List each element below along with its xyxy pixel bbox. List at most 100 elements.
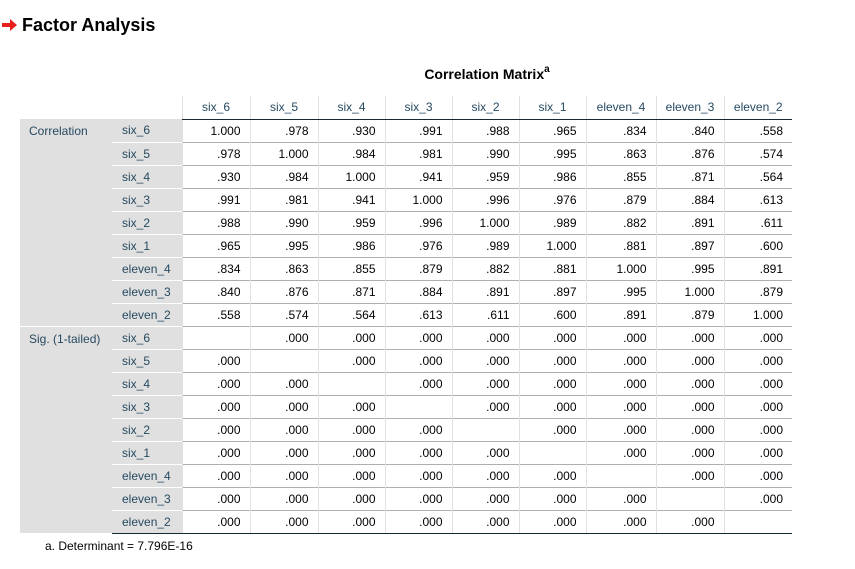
table-cell: .863 (249, 256, 318, 280)
table-cell: .558 (723, 119, 792, 142)
corner-cell (20, 96, 112, 119)
table-cell: .879 (655, 302, 724, 326)
table-cell: .000 (384, 486, 452, 510)
table-cell: 1.000 (723, 302, 792, 326)
table-cell: .000 (249, 394, 318, 418)
table-cell: .000 (317, 463, 385, 487)
row-label: six_2 (112, 417, 182, 441)
table-cell: .000 (451, 348, 519, 372)
table-cell: .981 (384, 141, 452, 165)
table-cell: .000 (723, 440, 792, 464)
row-label: eleven_3 (112, 486, 182, 510)
table-cell: .000 (723, 371, 792, 395)
table-cell: .000 (518, 463, 586, 487)
table-cell: .000 (723, 348, 792, 372)
table-cell: .000 (723, 394, 792, 418)
table-cell: .000 (249, 371, 318, 395)
table-cell: .000 (655, 371, 724, 395)
column-header: eleven_2 (723, 96, 792, 120)
group-label: Sig. (1-tailed) (20, 325, 112, 533)
table-cell: .000 (585, 394, 656, 418)
table-cell: .000 (384, 325, 452, 349)
table-cell: .000 (181, 440, 250, 464)
table-cell: .988 (181, 210, 250, 234)
table-cell: .000 (655, 394, 724, 418)
table-cell: .840 (181, 279, 250, 303)
table-row: eleven_4.000.000.000.000.000.000.000.000 (20, 463, 792, 487)
table-cell: .959 (317, 210, 385, 234)
row-label: six_5 (112, 141, 182, 165)
row-label: eleven_4 (112, 256, 182, 280)
table-cell: .000 (655, 509, 724, 534)
table-cell: .879 (723, 279, 792, 303)
table-row: six_2.000.000.000.000.000.000.000.000 (20, 417, 792, 441)
table-cell: .930 (317, 119, 385, 142)
table-cell: .000 (655, 463, 724, 487)
table-cell: .000 (518, 325, 586, 349)
row-label: six_1 (112, 233, 182, 257)
table-cell: .000 (585, 440, 656, 464)
table-cell (249, 348, 318, 372)
table-row: six_1.000.000.000.000.000.000.000.000 (20, 440, 792, 464)
table-cell (384, 394, 452, 418)
table-row: six_4.000.000.000.000.000.000.000.000 (20, 371, 792, 395)
table-cell: .834 (181, 256, 250, 280)
table-cell: .000 (249, 463, 318, 487)
row-label: six_6 (112, 325, 182, 349)
table-cell: .884 (384, 279, 452, 303)
table-row: Sig. (1-tailed) six_6.000.000.000.000.000… (20, 325, 792, 533)
row-label: six_6 (112, 119, 182, 142)
table-cell: .000 (181, 394, 250, 418)
table-cell: .000 (451, 486, 519, 510)
table-cell: .564 (723, 164, 792, 188)
table-cell: .000 (317, 394, 385, 418)
table-cell: .000 (384, 371, 452, 395)
table-cell: .984 (249, 164, 318, 188)
row-label: eleven_2 (112, 509, 182, 534)
table-cell: .000 (249, 486, 318, 510)
table-cell: .996 (384, 210, 452, 234)
caption-footnote-marker: a (544, 64, 550, 75)
row-label: six_4 (112, 164, 182, 188)
table-cell: .000 (317, 486, 385, 510)
table-cell: .988 (451, 119, 519, 142)
table-row: six_5.000.000.000.000.000.000.000.000 (20, 348, 792, 372)
table-cell: .000 (181, 371, 250, 395)
column-header: six_6 (181, 96, 250, 120)
table-cell: .000 (655, 325, 724, 349)
table-cell: .000 (723, 463, 792, 487)
table-cell: 1.000 (451, 210, 519, 234)
table-cell: .000 (518, 371, 586, 395)
table-cell: .881 (585, 233, 656, 257)
table-cell: .000 (585, 325, 656, 349)
table-title: Correlation Matrix (424, 66, 545, 82)
table-cell: 1.000 (181, 119, 250, 142)
row-label: six_1 (112, 440, 182, 464)
table-cell (451, 417, 519, 441)
column-header: eleven_3 (655, 96, 724, 120)
table-row: six_5.978 1.000.984.981.990.995.863.876.5… (20, 141, 792, 165)
table-cell: .000 (317, 440, 385, 464)
table-row: eleven_4.834.863.855.879.882.881 1.000.99… (20, 256, 792, 280)
table-cell: .611 (451, 302, 519, 326)
table-cell: .986 (518, 164, 586, 188)
table-cell: 1.000 (585, 256, 656, 280)
table-cell: .881 (518, 256, 586, 280)
table-cell (181, 325, 250, 349)
table-cell: .965 (518, 119, 586, 142)
row-label: eleven_2 (112, 302, 182, 326)
page-title: Factor Analysis (22, 14, 156, 35)
table-cell: 1.000 (518, 233, 586, 257)
table-cell: .000 (249, 325, 318, 349)
table-cell: .000 (181, 486, 250, 510)
table-cell (655, 486, 724, 510)
column-header: six_3 (384, 96, 452, 120)
table-cell: .855 (585, 164, 656, 188)
table-cell: .995 (518, 141, 586, 165)
table-row: six_4.930.984 1.000.941.959.986.855.871.5… (20, 164, 792, 188)
table-cell: .876 (249, 279, 318, 303)
row-label: six_3 (112, 394, 182, 418)
table-cell: .879 (585, 187, 656, 211)
header-row: six_6 six_5 six_4 six_3 six_2 six_1 elev… (20, 96, 792, 120)
column-header: six_5 (249, 96, 318, 120)
